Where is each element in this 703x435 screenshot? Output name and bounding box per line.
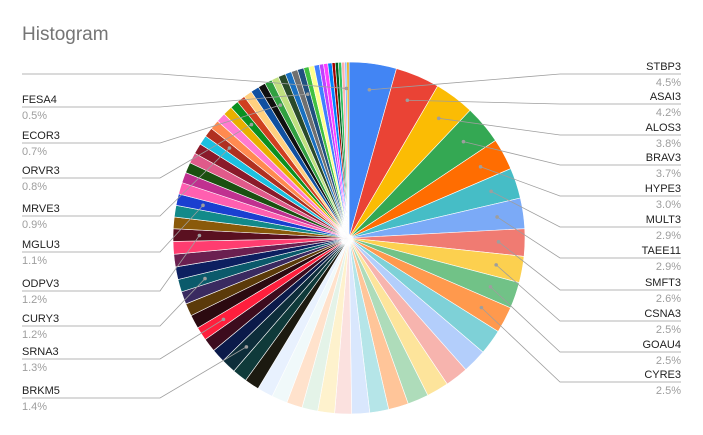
slice-label: ECOR3 [22,130,60,142]
leader-line [369,73,681,91]
slice-label: SRNA3 [22,346,59,358]
slice-value-label: 0.9% [22,219,47,231]
leader-dot [305,92,310,96]
slice-label: FESA4 [22,94,57,106]
leader-line [22,235,200,292]
slice-label: CSNA3 [644,308,681,320]
leader-line [22,278,206,327]
slice-label: GOAU4 [642,339,681,351]
leader-line [22,147,230,217]
slice-label: SMFT3 [645,277,681,289]
leader-dot [479,305,484,310]
leader-dot [344,86,349,91]
leader-dot [197,233,202,238]
leader-dot [249,122,254,127]
slice-value-label: 1.1% [22,255,47,267]
slice-label: CYRE3 [644,369,681,381]
slice-value-label: 1.2% [22,294,47,306]
leader-dot [405,98,410,103]
leader-line [463,141,681,166]
slice-value-label: 4.2% [656,107,681,119]
leader-dot [201,203,205,208]
leader-dot [221,317,226,322]
slice-value-label: 2.9% [656,230,681,242]
slice-label: ALOS3 [646,122,681,134]
slice-label: BRAV3 [646,152,681,164]
slice-value-label: 1.4% [22,401,47,413]
slice-value-label: 0.7% [22,146,47,158]
slice-value-label: 2.9% [656,261,681,273]
slice-value-label: 0.5% [22,110,47,122]
leader-line [22,124,252,179]
slice-label: HYPE3 [645,183,681,195]
slice-value-label: 0.8% [22,181,47,193]
slice-label: ODPV3 [22,278,59,290]
slice-value-label: 2.5% [656,355,681,367]
leader-dot [489,189,493,194]
leader-line [22,104,281,144]
slice-value-label: 2.5% [656,324,681,336]
slice-value-label: 3.7% [656,168,681,180]
slice-label: BRKM5 [22,385,60,397]
leader-line [22,319,224,360]
leader-line [22,205,204,253]
leader-dot [488,285,493,289]
slice-value-label: 2.6% [656,293,681,305]
slice-label: ORVR3 [22,165,60,177]
slice-value-label: 1.3% [22,362,47,374]
slice-label: ASAI3 [650,91,681,103]
slice-value-label: 3.0% [656,199,681,211]
leader-line [498,241,681,291]
leader-dot [367,87,372,92]
leader-line [490,190,681,228]
leader-line [480,166,681,197]
leader-line [496,216,681,259]
slice-value-label: 2.5% [656,385,681,397]
leader-dot [494,263,498,267]
leader-line [22,93,308,108]
leader-dot [278,103,283,107]
slice-label: CURY3 [22,313,59,325]
leader-dot [461,139,466,144]
leader-line [495,264,681,322]
leader-dot [496,240,501,244]
leader-dot [436,116,441,121]
slice-label: TAEE11 [642,245,681,257]
leader-dot [227,146,232,150]
pie-slice [346,61,350,239]
leader-line [490,286,681,353]
leader-dot [244,345,249,349]
slice-label: MULT3 [646,214,681,226]
leader-line [407,99,681,105]
leader-line [22,73,347,89]
leader-dot [203,276,207,281]
leader-line [22,346,247,399]
slice-label: MRVE3 [22,203,60,215]
slice-value-label: 4.5% [656,77,681,89]
slice-value-label: 3.8% [656,138,681,150]
slice-value-label: 1.2% [22,329,47,341]
leader-line [481,307,681,383]
chart-title: Histogram [22,24,109,45]
leader-line [438,117,681,136]
leader-dot [495,215,499,219]
slice-label: STBP3 [646,61,681,73]
slice-label: MGLU3 [22,239,60,251]
leader-dot [478,164,483,169]
